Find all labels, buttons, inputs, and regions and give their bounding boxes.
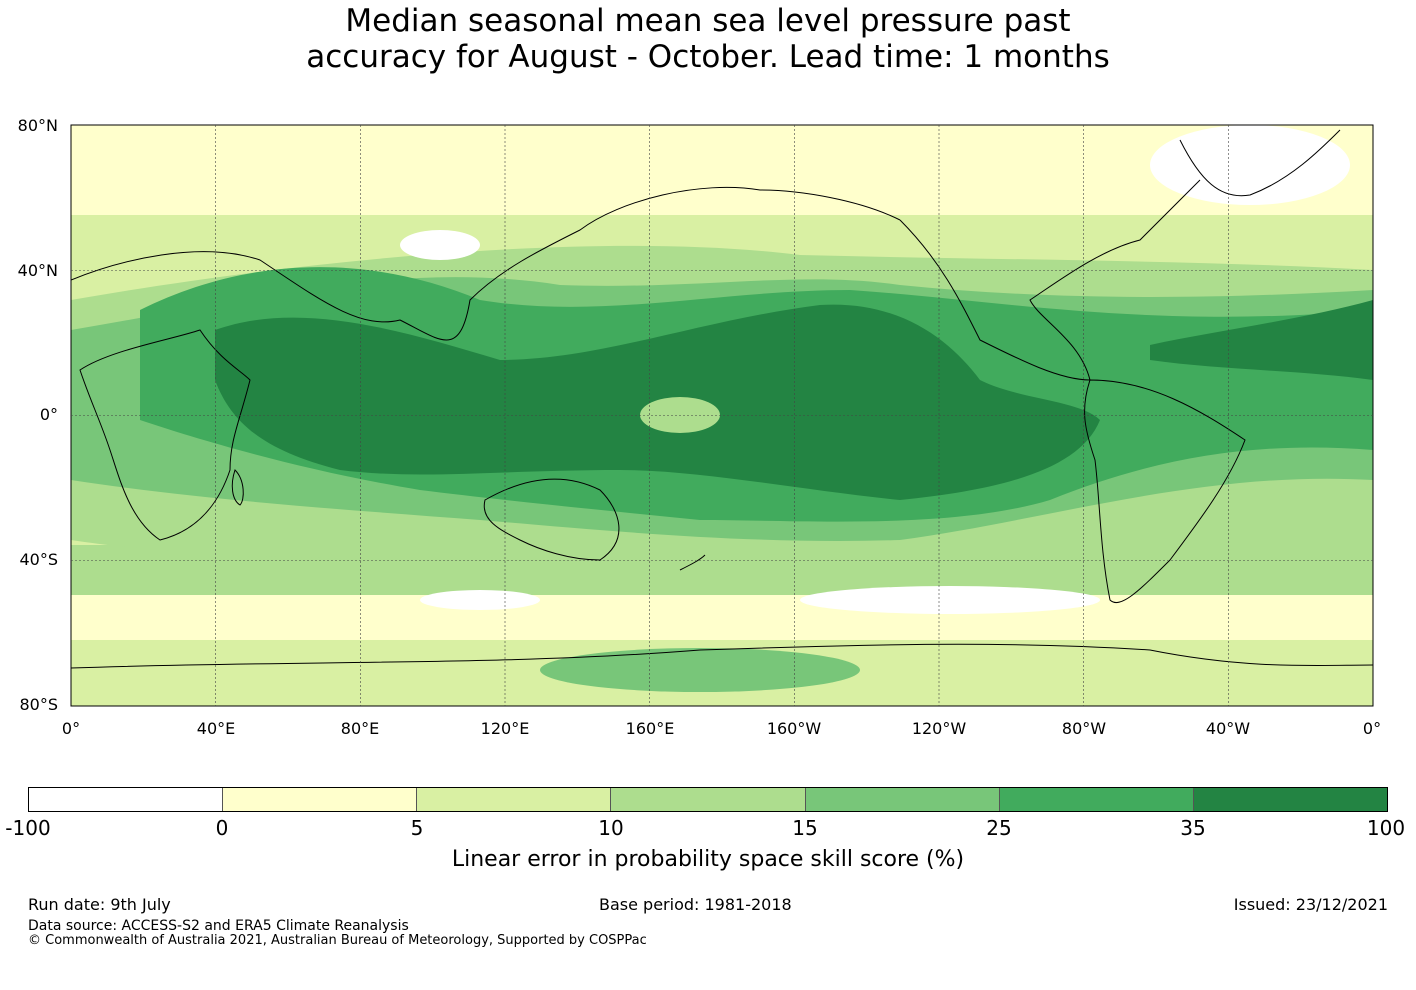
- lat-label-40n: 40°N: [17, 261, 58, 280]
- greenland-coast: [1179, 129, 1341, 197]
- colorbar-tick: 0: [215, 816, 229, 840]
- southern-white-2: [420, 590, 540, 610]
- lat-label-80n: 80°N: [17, 116, 58, 135]
- lon-label-120e: 120°E: [480, 719, 530, 738]
- run-date: Run date: 9th July: [28, 895, 171, 914]
- greenland-white: [1150, 125, 1350, 205]
- colorbar-tick: 35: [1180, 816, 1206, 840]
- lon-label-80w: 80°W: [1061, 719, 1107, 738]
- colorbar-tick: 10: [598, 816, 624, 840]
- colorbar-seg-7: [1193, 788, 1387, 811]
- colorbar-tick: 25: [986, 816, 1012, 840]
- lon-label-160w: 160°W: [766, 719, 822, 738]
- central-pacific-gap: [640, 397, 720, 433]
- madagascar-coast: [231, 469, 244, 506]
- africa-coast: [79, 329, 251, 541]
- southern-25: [540, 648, 860, 692]
- lat-label-40s: 40°S: [19, 550, 58, 569]
- lon-label-80e: 80°E: [340, 719, 380, 738]
- coastlines: [71, 129, 1373, 669]
- southern-white: [800, 586, 1100, 614]
- colorbar-label: Linear error in probability space skill …: [451, 847, 965, 872]
- colorbar-tick: 15: [792, 816, 818, 840]
- colorbar-seg-1: [29, 788, 224, 811]
- lon-label-0: 0°: [61, 719, 81, 738]
- title-line-1: Median seasonal mean sea level pressure …: [345, 3, 1071, 39]
- lat-label-80s: 80°S: [19, 695, 58, 714]
- lon-label-0-end: 0°: [1362, 719, 1382, 738]
- issued-date: Issued: 23/12/2021: [1233, 895, 1388, 914]
- graticule: [71, 125, 1373, 706]
- lat-label-0: 0°: [39, 405, 58, 424]
- lon-label-40e: 40°E: [196, 719, 236, 738]
- colorbar-seg-4: [611, 788, 806, 811]
- atlantic-35: [1150, 300, 1373, 380]
- colorbar-tick: 100: [1366, 816, 1406, 840]
- antarctica-coast: [71, 643, 1373, 669]
- colorbar: [28, 787, 1388, 812]
- colorbar-tick: 5: [410, 816, 424, 840]
- south-america-coast: [1084, 379, 1246, 604]
- band-southern-yellow: [71, 595, 1373, 640]
- lon-label-40w: 40°W: [1205, 719, 1251, 738]
- australia-coast: [483, 478, 620, 561]
- data-source: Data source: ACCESS-S2 and ERA5 Climate …: [28, 918, 409, 934]
- title-line-2: accuracy for August - October. Lead time…: [306, 39, 1110, 75]
- eurasia-coast: [71, 186, 901, 341]
- colorbar-seg-3: [417, 788, 612, 811]
- new-zealand-coast: [679, 554, 706, 571]
- colorbar-tick: -100: [5, 816, 51, 840]
- base-period: Base period: 1981-2018: [599, 895, 792, 914]
- colorbar-seg-2: [223, 788, 418, 811]
- colorbar-seg-5: [805, 788, 1000, 811]
- north-america-coast: [899, 179, 1201, 381]
- north-pacific-pale: [400, 230, 480, 260]
- copyright: © Commonwealth of Australia 2021, Austra…: [28, 933, 647, 948]
- colorbar-seg-6: [999, 788, 1194, 811]
- lon-label-120w: 120°W: [911, 719, 967, 738]
- skill-score-map: [70, 124, 1374, 707]
- lon-label-160e: 160°E: [625, 719, 675, 738]
